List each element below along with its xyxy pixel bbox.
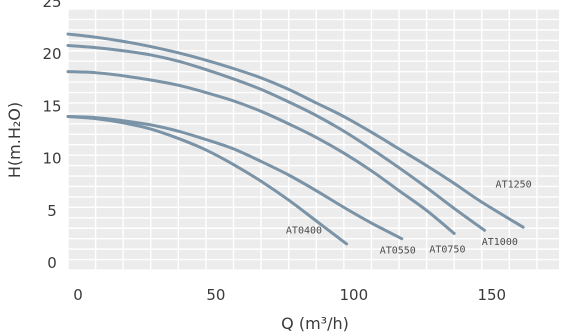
series-label-at0400: AT0400 — [286, 225, 322, 236]
x-axis-label: Q (m³/h) — [281, 314, 349, 333]
y-tick-label: 20 — [42, 45, 61, 63]
curves — [66, 32, 525, 246]
series-line-at0550 — [66, 115, 404, 241]
y-tick-label: 5 — [47, 202, 57, 220]
y-tick-label: 0 — [47, 254, 57, 272]
x-tick-label: 50 — [206, 286, 225, 304]
x-tick-label: 0 — [73, 286, 83, 304]
series-labels: AT0400 AT0550 AT0750 AT1000 AT1250 — [286, 180, 532, 257]
y-axis-label: H(m.H₂O) — [5, 102, 24, 178]
x-tick-label: 150 — [477, 286, 506, 304]
y-tick-label: 25 — [42, 0, 61, 11]
grid — [67, 8, 559, 271]
x-tick-label: 100 — [340, 286, 369, 304]
y-tick-label: 15 — [42, 97, 61, 115]
series-line-at1250 — [66, 32, 525, 229]
x-tick-labels: 0 50 100 150 — [73, 286, 506, 304]
series-line-at0400 — [66, 115, 349, 246]
y-tick-label: 10 — [42, 150, 61, 168]
series-line-at0750 — [66, 70, 456, 235]
series-label-at1000: AT1000 — [482, 237, 518, 248]
y-tick-labels: 0 5 10 15 20 25 — [42, 0, 61, 272]
series-line-at1000 — [66, 44, 487, 232]
series-label-at0750: AT0750 — [429, 244, 465, 255]
series-label-at0550: AT0550 — [380, 245, 416, 256]
series-label-at1250: AT1250 — [496, 180, 532, 191]
